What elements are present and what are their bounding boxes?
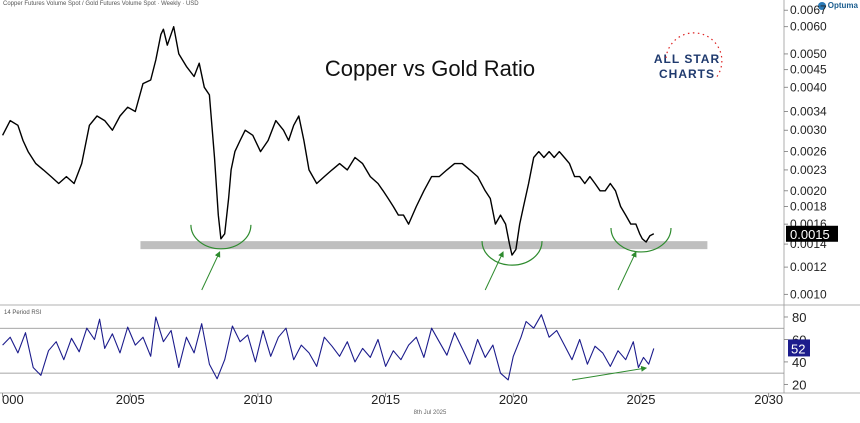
x-tick-label: 2020 xyxy=(499,392,528,407)
up-arrow-annotation xyxy=(617,251,637,291)
y-tick-label: 0.0023 xyxy=(790,163,827,177)
x-axis: 000 2005 2010 2015 2020 2025 2030 xyxy=(2,392,783,407)
rsi-panel: 14 Period RSI8060402052 xyxy=(0,310,810,392)
x-tick-label: 2005 xyxy=(116,392,145,407)
optuma-brand-label: Optuma xyxy=(827,1,858,10)
logo-line1: ALL STAR xyxy=(654,52,720,66)
y-tick-label: 0.0040 xyxy=(790,80,827,94)
last-value-label: 0.0015 xyxy=(790,227,830,242)
rsi-last-value-badge xyxy=(788,339,810,357)
chart-source-label: Copper Futures Volume Spot / Gold Future… xyxy=(3,1,199,7)
logo-line2: CHARTS xyxy=(659,67,715,81)
x-tick-label: 2030 xyxy=(754,392,783,407)
rsi-last-value-label: 52 xyxy=(791,341,805,356)
y-tick-label: 0.0067 xyxy=(790,3,827,17)
low-arc-annotation xyxy=(190,224,252,250)
y-tick-label: 0.0020 xyxy=(790,184,827,198)
y-tick-label: 0.0045 xyxy=(790,63,827,77)
rsi-tick-label: 40 xyxy=(792,355,806,370)
ratio-series-line xyxy=(1,26,655,256)
last-value-badge xyxy=(786,225,838,242)
chart-date-label: 8th Jul 2025 xyxy=(413,410,447,416)
all-star-charts-logo: ALL STAR CHARTS xyxy=(654,32,723,81)
rsi-tick-label: 20 xyxy=(792,377,806,392)
y-tick-label: 0.0050 xyxy=(790,47,827,61)
low-arc-annotation xyxy=(610,227,672,253)
y-tick-label: 0.0026 xyxy=(790,145,827,159)
optuma-brand: Optuma xyxy=(817,1,858,10)
support-band xyxy=(140,241,708,250)
x-tick-label: 2010 xyxy=(243,392,272,407)
rsi-series-line xyxy=(2,314,655,381)
y-tick-label: 0.0034 xyxy=(790,105,827,119)
low-arc-annotation xyxy=(481,241,543,266)
y-tick-label: 0.0010 xyxy=(790,287,827,301)
y-tick-label: 0.0018 xyxy=(790,200,827,214)
y-tick-label: 0.0012 xyxy=(790,260,827,274)
chart-title: Copper vs Gold Ratio xyxy=(325,56,535,81)
x-tick-label: 2025 xyxy=(627,392,656,407)
x-tick-label: 2015 xyxy=(371,392,400,407)
y-tick-label: 0.0030 xyxy=(790,123,827,137)
x-tick-label: 000 xyxy=(2,392,24,407)
rsi-tick-label: 80 xyxy=(792,310,806,325)
rsi-title: 14 Period RSI xyxy=(4,310,42,316)
optuma-logo-icon xyxy=(817,1,826,10)
up-arrow-annotation xyxy=(201,251,221,291)
rsi-arrow-annotation xyxy=(571,365,648,381)
price-panel: 0.0067 0.0060 0.0050 0.0045 0.0040 0.0034 0.00… xyxy=(1,3,838,301)
y-tick-label: 0.0060 xyxy=(790,20,827,34)
up-arrow-annotation xyxy=(484,251,504,291)
panel-frames xyxy=(0,0,860,394)
